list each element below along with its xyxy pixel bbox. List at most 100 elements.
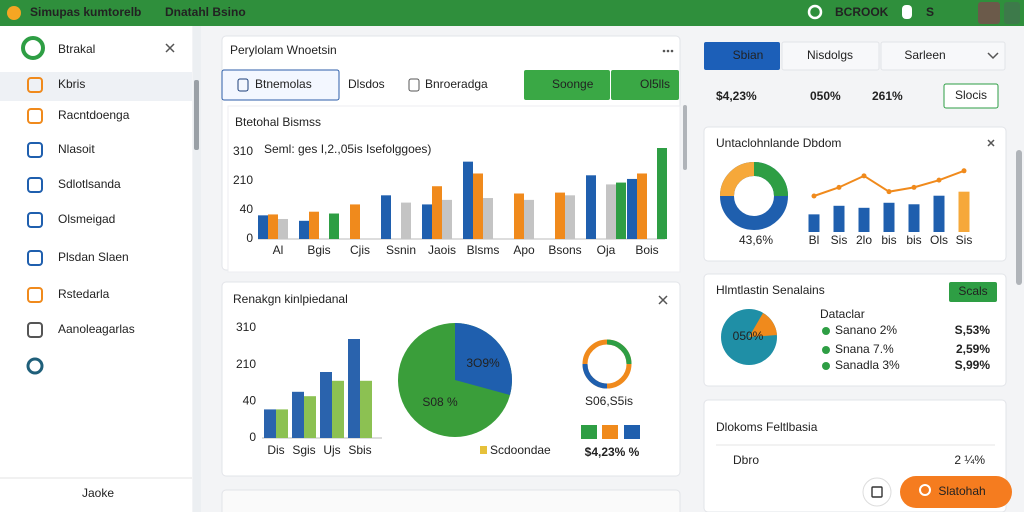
- chart-area: [227, 105, 681, 273]
- bar: [565, 195, 575, 239]
- y-tick-label: 40: [243, 394, 257, 408]
- y-tick-label: 210: [236, 357, 256, 371]
- y-tick-label: 310: [233, 144, 253, 158]
- button-label[interactable]: Slocis: [955, 88, 987, 102]
- legend-label: Sanadla 3%: [835, 358, 900, 372]
- trend-point: [911, 184, 917, 190]
- primary-action-label[interactable]: Slatohah: [938, 484, 985, 498]
- trend-point: [861, 173, 867, 179]
- bar: [606, 184, 616, 239]
- sidebar-footer[interactable]: Jaoke: [82, 486, 114, 500]
- tab-icon: [237, 78, 249, 92]
- trend-point: [811, 193, 817, 199]
- bar: [883, 202, 895, 232]
- nav-item[interactable]: Racntdoenga: [58, 108, 130, 122]
- scroll-thumb[interactable]: [1016, 150, 1022, 285]
- square-button[interactable]: [862, 477, 892, 507]
- nav-item[interactable]: Nlasoit: [58, 142, 95, 156]
- x-tick-label: Ujs: [323, 443, 340, 457]
- button-label[interactable]: Soonge: [552, 77, 594, 91]
- nav-item[interactable]: Sdlotlsanda: [58, 177, 121, 191]
- x-tick-label: Apo: [513, 243, 535, 257]
- tab-label[interactable]: Nisdolgs: [807, 48, 853, 62]
- donut-green: [753, 162, 788, 197]
- x-tick-label: 2lo: [856, 233, 872, 247]
- bar: [292, 391, 304, 438]
- tab-dropdown[interactable]: [880, 41, 1006, 71]
- green-button[interactable]: [949, 282, 997, 302]
- primary-action[interactable]: [900, 476, 1012, 508]
- green-button[interactable]: [524, 70, 610, 100]
- bar: [514, 193, 524, 239]
- x-tick-label: Sis: [831, 233, 848, 247]
- x-tick-label: Ols: [930, 233, 948, 247]
- x-tick-label: Sis: [956, 233, 973, 247]
- tab-selected[interactable]: [221, 69, 340, 101]
- tab-label[interactable]: Dlsdos: [348, 77, 385, 91]
- row-value: 2 ¼%: [954, 453, 985, 467]
- tab-label[interactable]: Bnroeradga: [425, 77, 488, 91]
- bar: [473, 173, 483, 239]
- sidebar-logo: [21, 36, 45, 60]
- scroll-thumb[interactable]: [683, 105, 687, 170]
- nav-icon: [27, 212, 43, 228]
- bar: [299, 220, 309, 239]
- scroll-thumb[interactable]: [194, 80, 199, 150]
- sidebar: [0, 26, 192, 512]
- menu-dot[interactable]: [662, 49, 666, 53]
- swatch: [602, 425, 618, 439]
- search-icon[interactable]: [807, 4, 823, 20]
- avatar-badge: [1004, 2, 1020, 24]
- summary: $4,23% %: [585, 445, 640, 459]
- stat-value: 050%: [810, 89, 841, 103]
- button-label[interactable]: Ol5lls: [640, 77, 670, 91]
- nav-icon: [27, 108, 43, 124]
- gauge-arc: [606, 339, 632, 365]
- bar: [524, 199, 534, 239]
- close-icon[interactable]: [165, 43, 175, 53]
- nav-item[interactable]: Rstedarla: [58, 287, 110, 301]
- nav-item[interactable]: Aanoleagarlas: [58, 322, 135, 336]
- avatar[interactable]: [978, 2, 1000, 24]
- bell-icon[interactable]: [902, 5, 912, 19]
- y-tick-label: 310: [236, 320, 256, 334]
- nav-item[interactable]: Kbris: [58, 77, 85, 91]
- legend-value: S,99%: [955, 358, 991, 372]
- bar: [808, 214, 820, 232]
- selected-row: [0, 72, 192, 101]
- bar: [422, 204, 432, 239]
- bar: [858, 207, 870, 232]
- legend-value: 2,59%: [956, 342, 990, 356]
- tab-selected[interactable]: [704, 42, 780, 70]
- pie-label: S08 %: [422, 395, 458, 409]
- green-button[interactable]: [611, 70, 679, 100]
- tab[interactable]: [781, 41, 880, 71]
- nav-item[interactable]: Olsmeigad: [58, 212, 115, 226]
- trend-point: [836, 184, 842, 190]
- gauge-label: S06,S5is: [585, 394, 633, 408]
- button-label[interactable]: Scals: [958, 284, 987, 298]
- app-name: Simupas kumtorelb: [30, 5, 141, 19]
- x-tick-label: Sbis: [348, 443, 371, 457]
- outline-button[interactable]: [943, 83, 999, 109]
- search-icon: [919, 484, 931, 496]
- trend-point: [961, 168, 967, 174]
- bar: [309, 211, 319, 239]
- donut-orange: [720, 162, 755, 197]
- close-icon[interactable]: [658, 295, 668, 305]
- menu-dot[interactable]: [670, 49, 674, 53]
- bar: [401, 202, 411, 239]
- bar: [555, 192, 565, 239]
- chart-subtitle: Seml: ges I,2.,05is Isefolggoes): [264, 142, 431, 156]
- x-tick-label: Bl: [809, 233, 820, 247]
- tab-label[interactable]: Sbian: [733, 48, 764, 62]
- tab-label[interactable]: Btnemolas: [255, 77, 312, 91]
- tab-label[interactable]: Sarleen: [904, 48, 945, 62]
- nav-icon: [26, 357, 44, 375]
- nav-item[interactable]: Plsdan Slaen: [58, 250, 129, 264]
- bar: [332, 380, 344, 438]
- menu-dot[interactable]: [666, 49, 670, 53]
- close-icon[interactable]: [987, 139, 995, 147]
- bar: [348, 339, 360, 438]
